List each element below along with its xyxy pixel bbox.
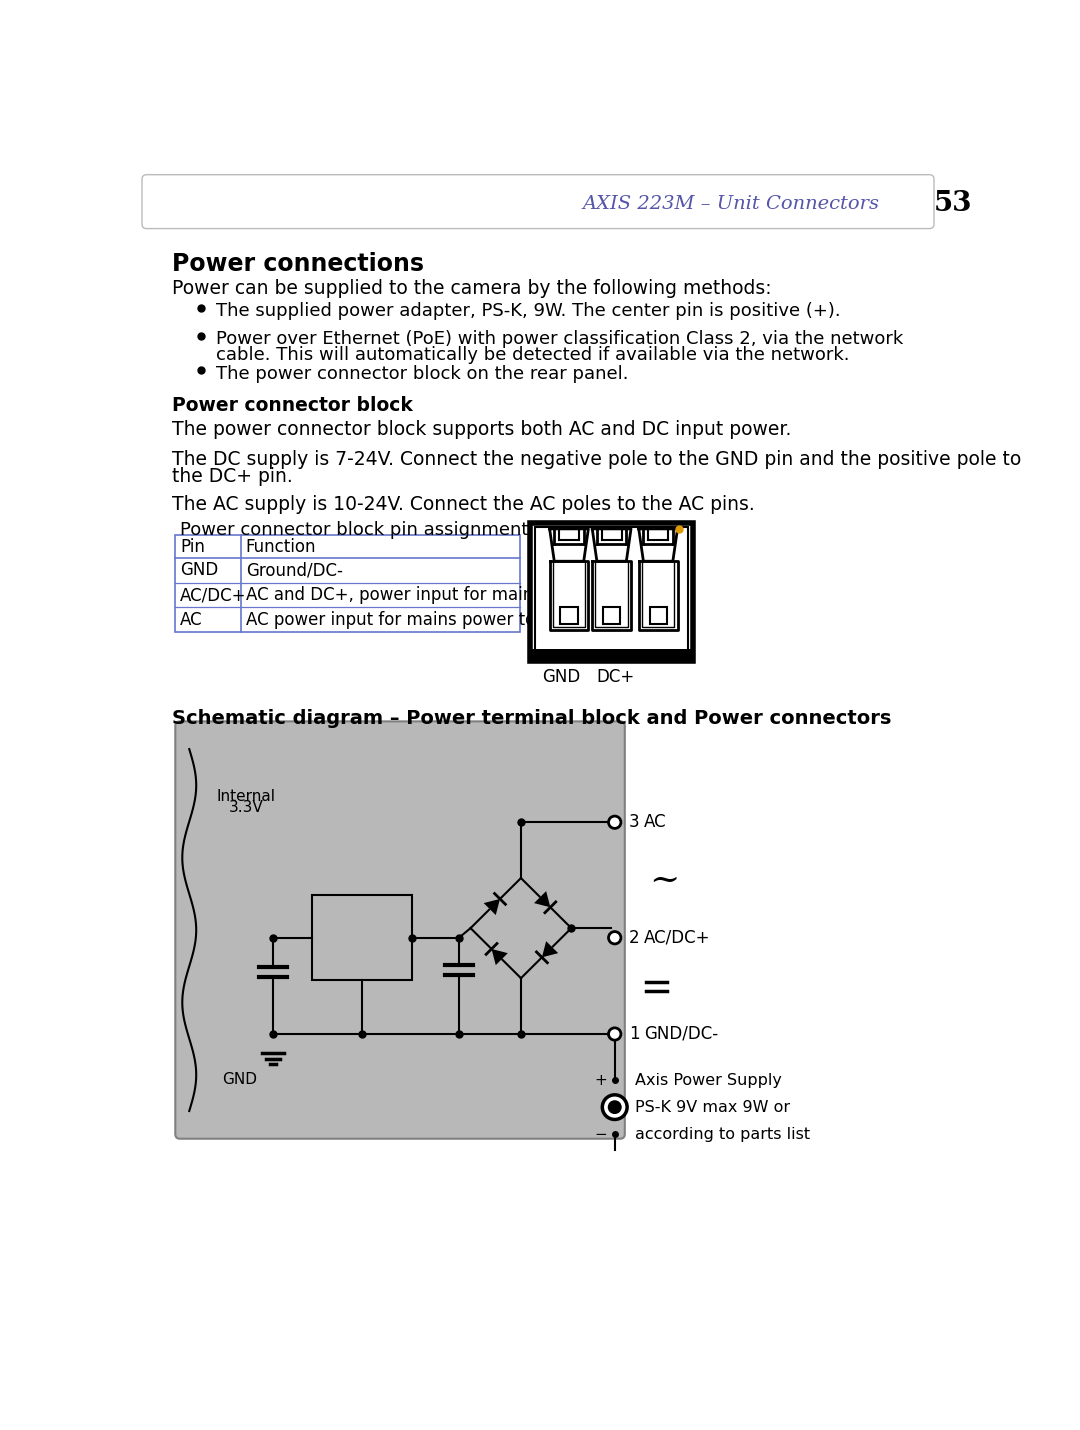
Text: Power can be supplied to the camera by the following methods:: Power can be supplied to the camera by t… bbox=[172, 279, 772, 299]
FancyBboxPatch shape bbox=[175, 721, 625, 1138]
Text: the DC+ pin.: the DC+ pin. bbox=[172, 466, 293, 486]
Text: The power connector block supports both AC and DC input power.: The power connector block supports both … bbox=[172, 419, 792, 439]
Text: Axis Power Supply: Axis Power Supply bbox=[635, 1072, 782, 1088]
Circle shape bbox=[603, 1095, 627, 1120]
Bar bbox=[603, 608, 620, 625]
Text: according to parts list: according to parts list bbox=[635, 1127, 810, 1141]
Text: AC: AC bbox=[644, 814, 666, 831]
Circle shape bbox=[608, 817, 621, 828]
Text: AXIS 223M – Unit Connectors: AXIS 223M – Unit Connectors bbox=[582, 194, 879, 213]
Text: ~: ~ bbox=[649, 862, 679, 897]
Text: 1: 1 bbox=[629, 1025, 639, 1042]
Text: AC: AC bbox=[593, 521, 616, 539]
Text: Mode: Mode bbox=[342, 937, 382, 951]
Text: GND/DC-: GND/DC- bbox=[644, 1025, 718, 1042]
Text: +: + bbox=[594, 1072, 607, 1088]
Text: Schematic diagram – Power terminal block and Power connectors: Schematic diagram – Power terminal block… bbox=[172, 709, 892, 728]
Polygon shape bbox=[542, 941, 558, 957]
Text: −: − bbox=[594, 1127, 607, 1141]
Text: Supply: Supply bbox=[337, 958, 387, 972]
Polygon shape bbox=[484, 899, 500, 915]
Circle shape bbox=[608, 1028, 621, 1040]
Text: Power: Power bbox=[340, 947, 384, 962]
Polygon shape bbox=[592, 529, 631, 561]
Text: The power connector block on the rear panel.: The power connector block on the rear pa… bbox=[216, 365, 629, 383]
Polygon shape bbox=[550, 561, 589, 629]
Text: The AC supply is 10-24V. Connect the AC poles to the AC pins.: The AC supply is 10-24V. Connect the AC … bbox=[172, 495, 755, 513]
Text: AC/DC+: AC/DC+ bbox=[180, 586, 246, 603]
Bar bbox=[561, 608, 578, 625]
Polygon shape bbox=[535, 891, 551, 907]
Text: DC+: DC+ bbox=[596, 668, 635, 686]
Text: AC power input for mains power to unit: AC power input for mains power to unit bbox=[246, 611, 572, 629]
Text: GND: GND bbox=[542, 668, 580, 686]
Text: cable. This will automatically be detected if available via the network.: cable. This will automatically be detect… bbox=[216, 346, 850, 365]
Text: GND: GND bbox=[180, 562, 218, 579]
Text: AC: AC bbox=[635, 521, 658, 539]
Polygon shape bbox=[638, 561, 677, 629]
Text: AC: AC bbox=[180, 611, 203, 629]
Text: The DC supply is 7-24V. Connect the negative pole to the GND pin and the positiv: The DC supply is 7-24V. Connect the nega… bbox=[172, 450, 1022, 469]
Text: Power connections: Power connections bbox=[172, 253, 424, 276]
Polygon shape bbox=[550, 529, 589, 561]
Bar bbox=[312, 895, 413, 980]
Text: Power connector block: Power connector block bbox=[172, 396, 413, 416]
Polygon shape bbox=[638, 529, 677, 561]
Text: Power connector block pin assignment table.: Power connector block pin assignment tab… bbox=[180, 521, 585, 539]
Text: 3.3V: 3.3V bbox=[229, 799, 264, 815]
Polygon shape bbox=[491, 950, 508, 965]
Circle shape bbox=[608, 931, 621, 944]
Polygon shape bbox=[592, 561, 631, 629]
Bar bbox=[530, 654, 693, 661]
FancyBboxPatch shape bbox=[141, 174, 934, 229]
Text: GND: GND bbox=[222, 1071, 257, 1087]
Text: 2: 2 bbox=[629, 928, 639, 947]
Text: The supplied power adapter, PS-K, 9W. The center pin is positive (+).: The supplied power adapter, PS-K, 9W. Th… bbox=[216, 303, 841, 320]
Bar bbox=[535, 528, 688, 656]
Text: 3: 3 bbox=[629, 814, 639, 831]
Bar bbox=[649, 608, 666, 625]
Text: Ground/DC-: Ground/DC- bbox=[246, 562, 342, 579]
Text: Internal: Internal bbox=[216, 789, 275, 804]
Bar bbox=[530, 649, 693, 654]
Bar bbox=[530, 523, 693, 661]
Circle shape bbox=[608, 1100, 622, 1114]
Text: Function: Function bbox=[246, 538, 316, 556]
Text: Pin: Pin bbox=[180, 538, 205, 556]
Text: Switch: Switch bbox=[338, 925, 387, 941]
Text: AC and DC+, power input for mains power to unit: AC and DC+, power input for mains power … bbox=[246, 586, 658, 603]
Text: AC/DC+: AC/DC+ bbox=[644, 928, 711, 947]
Text: PS-K 9V max 9W or: PS-K 9V max 9W or bbox=[635, 1100, 789, 1114]
Text: 53: 53 bbox=[933, 190, 972, 217]
Bar bbox=[175, 535, 521, 632]
Text: Power over Ethernet (PoE) with power classification Class 2, via the network: Power over Ethernet (PoE) with power cla… bbox=[216, 330, 904, 349]
